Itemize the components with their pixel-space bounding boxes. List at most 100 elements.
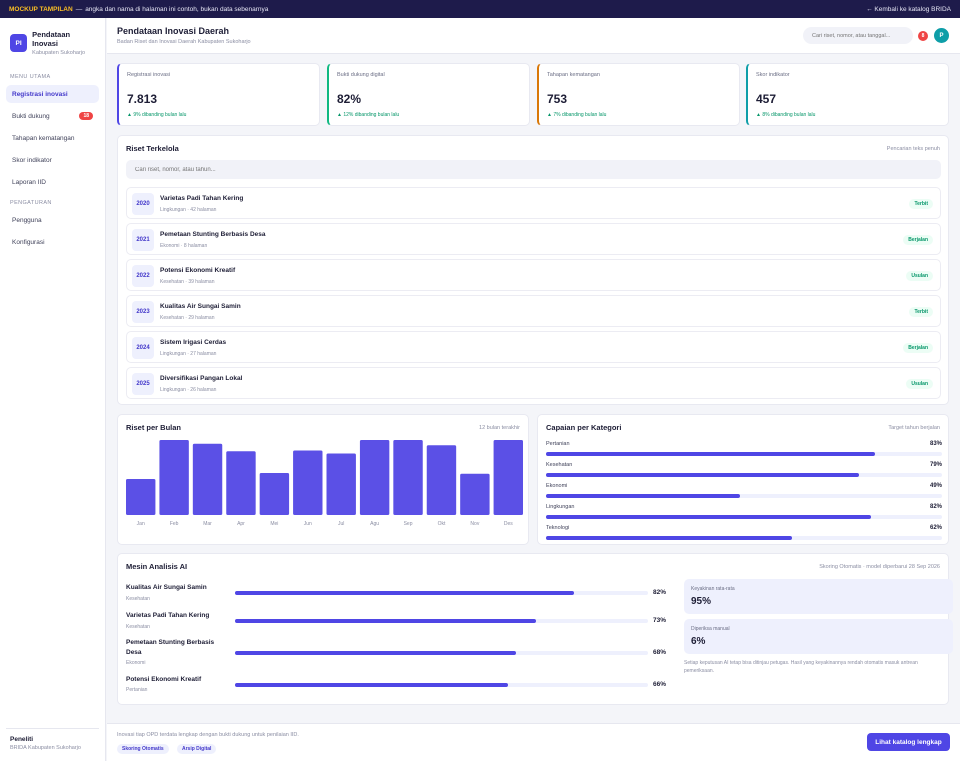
category-percent: 82% bbox=[929, 504, 942, 510]
sidebar-item-label: Registrasi inovasi bbox=[12, 90, 68, 98]
ai-item-category: Pertanian bbox=[126, 687, 148, 693]
stat-label: Registrasi inovasi bbox=[127, 72, 171, 78]
x-tick-label: Jun bbox=[304, 521, 312, 527]
brand-logo: PI bbox=[10, 34, 28, 52]
global-search-input[interactable] bbox=[803, 27, 913, 44]
bar-mei bbox=[259, 473, 290, 515]
row-meta: Ekonomi · 8 halaman bbox=[160, 243, 208, 249]
page-title: Pendataan Inovasi Daerah bbox=[117, 26, 230, 36]
category-percent: 79% bbox=[929, 462, 942, 468]
status-badge: Berjalan bbox=[903, 343, 933, 353]
ai-score-fill bbox=[235, 619, 537, 623]
stat-change: ▲ 7% dibanding bulan lalu bbox=[547, 112, 607, 118]
status-badge: Usulan bbox=[906, 379, 933, 389]
mockup-tag: MOCKUP TAMPILAN bbox=[9, 5, 73, 13]
category-name: Ekonomi bbox=[546, 483, 568, 489]
page-subtitle: Badan Riset dan Inovasi Daerah Kabupaten… bbox=[117, 39, 251, 45]
sidebar-item-label: Tahapan kematangan bbox=[12, 134, 75, 142]
ai-score-percent: 73% bbox=[652, 617, 666, 624]
kpi-manual-review: Diperiksa manual 6% bbox=[684, 619, 953, 654]
footer-bar: Inovasi tiap OPD terdata lengkap dengan … bbox=[107, 723, 960, 761]
sidebar-item-konfigurasi[interactable]: Konfigurasi bbox=[6, 233, 99, 251]
user-org: BRIDA Kabupaten Sukoharjo bbox=[10, 745, 81, 751]
category-percent: 83% bbox=[929, 441, 942, 447]
kpi-label: Diperiksa manual bbox=[691, 626, 730, 632]
x-tick-label: Nov bbox=[470, 521, 479, 527]
notification-badge[interactable]: 8 bbox=[918, 31, 928, 41]
stat-card-tahapan: Tahapan kematangan 753 ▲ 7% dibanding bu… bbox=[537, 63, 740, 126]
stat-value: 82% bbox=[337, 92, 362, 106]
stat-card-skor: Skor indikator 457 ▲ 8% dibanding bulan … bbox=[746, 63, 949, 126]
back-to-catalog-link[interactable]: ← Kembali ke katalog BRIDA bbox=[866, 5, 951, 13]
brand[interactable]: PI Pendataan Inovasi Kabupaten Sukoharjo bbox=[0, 18, 105, 68]
sidebar-item-pengguna[interactable]: Pengguna bbox=[6, 211, 99, 229]
category-progress-fill bbox=[546, 473, 859, 477]
row-meta: Kesehatan · 39 halaman bbox=[160, 279, 215, 285]
sidebar-item-label: Skor indikator bbox=[12, 156, 52, 164]
table-row[interactable]: 2021 Pemetaan Stunting Berbasis Desa Eko… bbox=[126, 223, 941, 255]
table-row[interactable]: 2022 Potensi Ekonomi Kreatif Kesehatan ·… bbox=[126, 259, 941, 291]
category-hint: Target tahun berjalan bbox=[888, 425, 940, 431]
kpi-confidence: Keyakinan rata-rata 95% bbox=[684, 579, 953, 614]
category-name: Teknologi bbox=[546, 525, 570, 531]
brand-title: Pendataan Inovasi bbox=[32, 30, 71, 48]
x-tick-label: Des bbox=[504, 521, 513, 527]
ai-score-fill bbox=[235, 683, 508, 687]
ai-score-track bbox=[235, 683, 648, 687]
ai-title: Mesin Analisis AI bbox=[126, 562, 188, 571]
sidebar-item-bukti-dukung[interactable]: Bukti dukung 18 bbox=[6, 107, 99, 125]
bar-jun bbox=[293, 450, 323, 515]
view-catalog-button[interactable]: Lihat katalog lengkap bbox=[867, 733, 950, 751]
mockup-notice: angka dan nama di halaman ini contoh, bu… bbox=[85, 5, 269, 13]
category-name: Kesehatan bbox=[546, 462, 573, 468]
row-title: Sistem Irigasi Cerdas bbox=[160, 339, 227, 346]
row-year: 2024 bbox=[132, 337, 154, 359]
bar-jul bbox=[326, 453, 356, 515]
banner-separator: — bbox=[75, 5, 83, 13]
table-row[interactable]: 2020 Varietas Padi Tahan Kering Lingkung… bbox=[126, 187, 941, 219]
ai-item-category: Kesehatan bbox=[126, 596, 150, 602]
riset-panel: Riset Terkelola Pencarian teks penuh 202… bbox=[117, 135, 949, 405]
stat-label: Bukti dukung digital bbox=[337, 72, 385, 78]
x-tick-label: Apr bbox=[237, 521, 245, 527]
category-progress-fill bbox=[546, 452, 875, 456]
riset-search-input[interactable] bbox=[126, 160, 941, 179]
x-tick-label: Jan bbox=[137, 521, 145, 527]
kpi-value: 95% bbox=[691, 596, 712, 607]
ai-score-track bbox=[235, 651, 648, 655]
stat-label: Tahapan kematangan bbox=[547, 72, 600, 78]
row-title: Varietas Padi Tahan Kering bbox=[160, 195, 244, 202]
sidebar-item-skor-indikator[interactable]: Skor indikator bbox=[6, 151, 99, 169]
x-tick-label: Mei bbox=[270, 521, 278, 527]
monthly-title: Riset per Bulan bbox=[126, 423, 182, 432]
ai-item-name: Kualitas Air Sungai Samin bbox=[126, 584, 207, 591]
status-badge: Terbit bbox=[909, 307, 933, 317]
ai-score-fill bbox=[235, 591, 574, 595]
x-tick-label: Jul bbox=[338, 521, 344, 527]
category-percent: 62% bbox=[929, 525, 942, 531]
category-progress-fill bbox=[546, 494, 741, 498]
ai-item-name: Varietas Padi Tahan Kering bbox=[126, 612, 210, 619]
sidebar: PI Pendataan Inovasi Kabupaten Sukoharjo… bbox=[0, 18, 106, 761]
ai-item-name: Pemetaan Stunting Berbasis Desa bbox=[126, 639, 215, 656]
avatar[interactable]: P bbox=[934, 28, 949, 43]
row-title: Pemetaan Stunting Berbasis Desa bbox=[160, 231, 266, 238]
category-progress-track bbox=[546, 536, 942, 540]
kpi-label: Keyakinan rata-rata bbox=[691, 586, 735, 592]
ai-score-percent: 82% bbox=[652, 589, 666, 596]
bar-sep bbox=[393, 440, 423, 515]
bar-feb bbox=[159, 440, 189, 515]
sidebar-item-registrasi-inovasi[interactable]: Registrasi inovasi bbox=[6, 85, 99, 103]
row-meta: Kesehatan · 29 halaman bbox=[160, 315, 215, 321]
ai-score-track bbox=[235, 591, 648, 595]
table-row[interactable]: 2023 Kualitas Air Sungai Samin Kesehatan… bbox=[126, 295, 941, 327]
sidebar-item-tahapan-kematangan[interactable]: Tahapan kematangan bbox=[6, 129, 99, 147]
table-row[interactable]: 2025 Diversifikasi Pangan Lokal Lingkung… bbox=[126, 367, 941, 399]
ai-item-name: Potensi Ekonomi Kreatif bbox=[126, 676, 202, 683]
stat-value: 753 bbox=[547, 92, 568, 106]
x-tick-label: Agu bbox=[370, 521, 379, 527]
sidebar-item-label: Pengguna bbox=[12, 216, 42, 224]
category-name: Lingkungan bbox=[546, 504, 575, 510]
sidebar-item-laporan-iid[interactable]: Laporan IID bbox=[6, 173, 99, 191]
table-row[interactable]: 2024 Sistem Irigasi Cerdas Lingkungan · … bbox=[126, 331, 941, 363]
